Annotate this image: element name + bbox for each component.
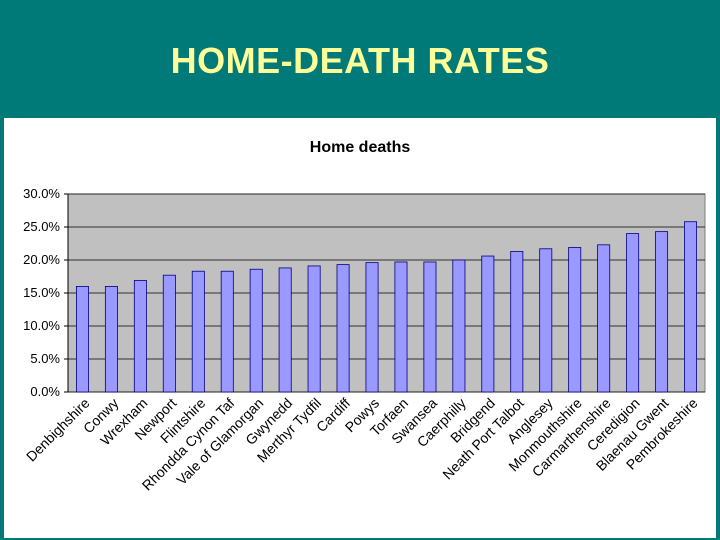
bar-carmarthenshire <box>597 244 611 393</box>
y-tick-label: 15.0% <box>23 285 60 300</box>
bar-conwy <box>104 285 118 393</box>
bar-newport <box>162 274 176 393</box>
bar-monmouthshire <box>568 247 582 393</box>
bar-rhondda-cynon-taf <box>220 270 234 393</box>
y-tick-label: 0.0% <box>30 384 60 399</box>
slide-title: HOME-DEATH RATES <box>170 40 550 81</box>
home-deaths-chart: Home deaths 0.0% 5.0% 10.0% 15.0% 20.0% 25.0%… <box>23 139 706 494</box>
bar-wrexham <box>133 280 147 393</box>
y-tick-label: 5.0% <box>30 351 60 366</box>
bar-pembrokeshire <box>684 221 698 393</box>
chart-panel: Home deaths 0.0% 5.0% 10.0% 15.0% 20.0% 25.0%… <box>4 118 716 538</box>
bar-vale-of-glamorgan <box>249 268 263 393</box>
bar-anglesey <box>539 248 553 393</box>
bar-bridgend <box>481 255 495 393</box>
bars <box>75 221 698 393</box>
bar-neath-port-talbot <box>510 251 524 393</box>
chart-title: Home deaths <box>310 139 411 156</box>
y-axis-ticks: 0.0% 5.0% 10.0% 15.0% 20.0% 25.0% 30.0% <box>23 186 69 399</box>
bar-caerphilly <box>452 259 466 393</box>
x-axis-labels: DenbighshireConwyWrexhamNewportFlintshir… <box>23 395 701 494</box>
y-tick-label: 20.0% <box>23 252 60 267</box>
bar-swansea <box>423 261 437 393</box>
bar-blaenau-gwent <box>655 231 669 393</box>
bar-denbighshire <box>75 285 89 393</box>
bar-cardiff <box>336 264 350 393</box>
y-tick-label: 25.0% <box>23 219 60 234</box>
bar-merthyr-tydfil <box>307 265 321 393</box>
y-tick-label: 10.0% <box>23 318 60 333</box>
x-category-label: Denbighshire <box>23 395 93 465</box>
bar-flintshire <box>191 270 205 393</box>
bar-gwynedd <box>278 267 292 393</box>
bar-torfaen <box>394 261 408 393</box>
bar-powys <box>365 262 379 393</box>
bar-ceredigion <box>626 233 640 393</box>
y-tick-label: 30.0% <box>23 186 60 201</box>
